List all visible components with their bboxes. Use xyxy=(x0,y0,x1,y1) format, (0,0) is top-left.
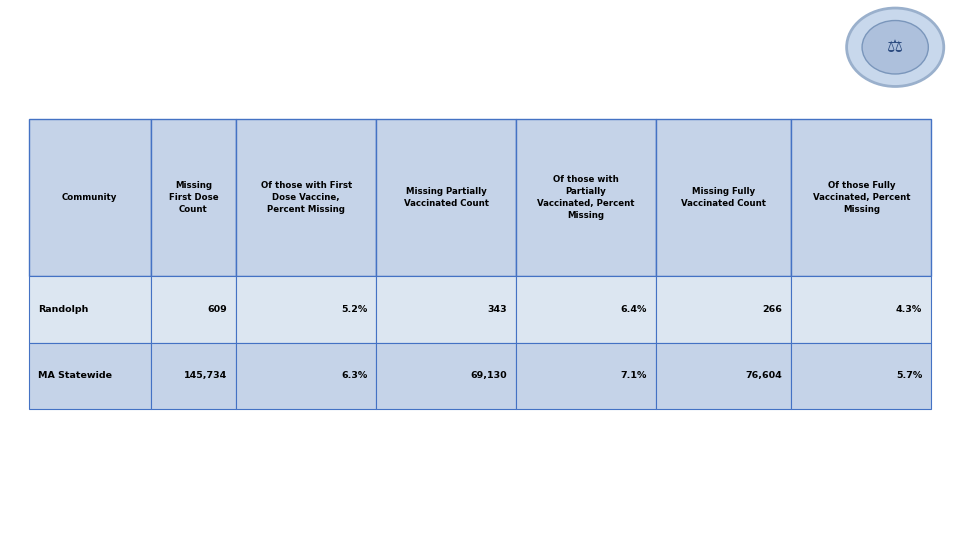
Bar xyxy=(791,119,931,276)
Bar xyxy=(516,342,656,409)
Bar xyxy=(656,119,791,276)
Text: MA Statewide: MA Statewide xyxy=(37,372,111,380)
Circle shape xyxy=(847,8,944,86)
Text: ⚖: ⚖ xyxy=(887,38,903,56)
Text: 5.7%: 5.7% xyxy=(896,372,923,380)
Text: 609: 609 xyxy=(207,305,228,314)
Text: 16: 16 xyxy=(933,517,948,530)
Circle shape xyxy=(862,21,928,74)
Text: 4.3%: 4.3% xyxy=(896,305,923,314)
Bar xyxy=(376,276,516,342)
Text: 6.3%: 6.3% xyxy=(341,372,367,380)
Text: 6.4%: 6.4% xyxy=(620,305,647,314)
Text: Of those with
Partially
Vaccinated, Percent
Missing: Of those with Partially Vaccinated, Perc… xyxy=(538,175,635,220)
Bar xyxy=(29,119,151,276)
Text: 76,604: 76,604 xyxy=(746,372,782,380)
Text: 266: 266 xyxy=(762,305,782,314)
Text: Community: Community xyxy=(62,193,117,202)
Bar xyxy=(656,342,791,409)
Text: Missing Race/Ethnicity Count and Percentage of Population Vaccinated for Randolp: Missing Race/Ethnicity Count and Percent… xyxy=(33,29,851,66)
Bar xyxy=(236,276,376,342)
Text: Missing Fully
Vaccinated Count: Missing Fully Vaccinated Count xyxy=(682,187,766,208)
Text: 1. Information on race and ethnicity is collected and reported by laboratories, : 1. Information on race and ethnicity is … xyxy=(12,453,849,485)
Bar xyxy=(791,276,931,342)
Text: 343: 343 xyxy=(488,305,507,314)
Text: Randolph: Randolph xyxy=(37,305,88,314)
Text: 69,130: 69,130 xyxy=(470,372,507,380)
Bar xyxy=(151,342,236,409)
Text: 5.2%: 5.2% xyxy=(341,305,367,314)
Bar xyxy=(29,342,151,409)
Text: Of those with First
Dose Vaccine,
Percent Missing: Of those with First Dose Vaccine, Percen… xyxy=(261,181,352,214)
Text: 145,734: 145,734 xyxy=(184,372,228,380)
Text: 7.1%: 7.1% xyxy=(620,372,647,380)
Bar xyxy=(29,276,151,342)
Bar xyxy=(791,342,931,409)
Text: Missing
First Dose
Count: Missing First Dose Count xyxy=(169,181,218,214)
Bar xyxy=(151,276,236,342)
Bar xyxy=(236,119,376,276)
Text: Of those Fully
Vaccinated, Percent
Missing: Of those Fully Vaccinated, Percent Missi… xyxy=(812,181,910,214)
Bar xyxy=(376,342,516,409)
Bar xyxy=(516,276,656,342)
Bar xyxy=(656,276,791,342)
Text: Missing Partially
Vaccinated Count: Missing Partially Vaccinated Count xyxy=(403,187,489,208)
Bar xyxy=(376,119,516,276)
Bar xyxy=(236,342,376,409)
Bar xyxy=(151,119,236,276)
Bar xyxy=(516,119,656,276)
